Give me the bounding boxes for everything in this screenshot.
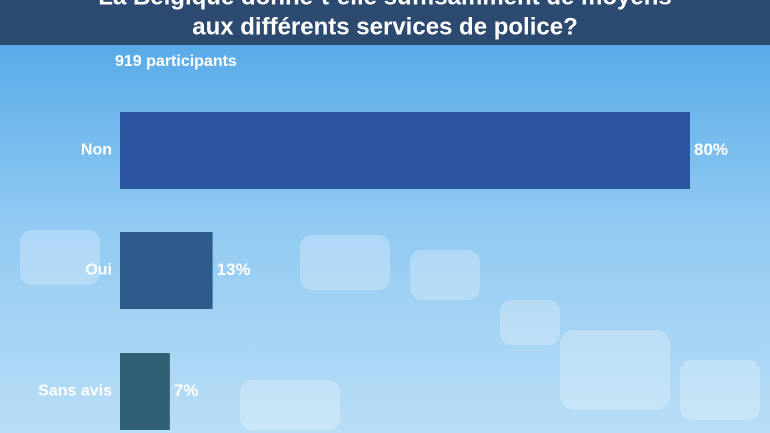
decor [20, 230, 760, 430]
category-label: Sans avis [38, 383, 112, 400]
title-band [0, 0, 770, 45]
title-line: La Belgique donne-t-elle suffisamment de… [98, 0, 671, 10]
value-label: 13% [217, 260, 251, 279]
bar [120, 112, 690, 189]
category-label: Non [81, 142, 112, 159]
title-line: aux différents services de police? [192, 13, 578, 40]
category-label: Oui [85, 262, 112, 279]
bar [120, 353, 170, 430]
value-label: 80% [694, 140, 728, 159]
value-label: 7% [174, 381, 199, 400]
subtitle: 919 participants [115, 53, 237, 70]
bar [120, 232, 213, 309]
